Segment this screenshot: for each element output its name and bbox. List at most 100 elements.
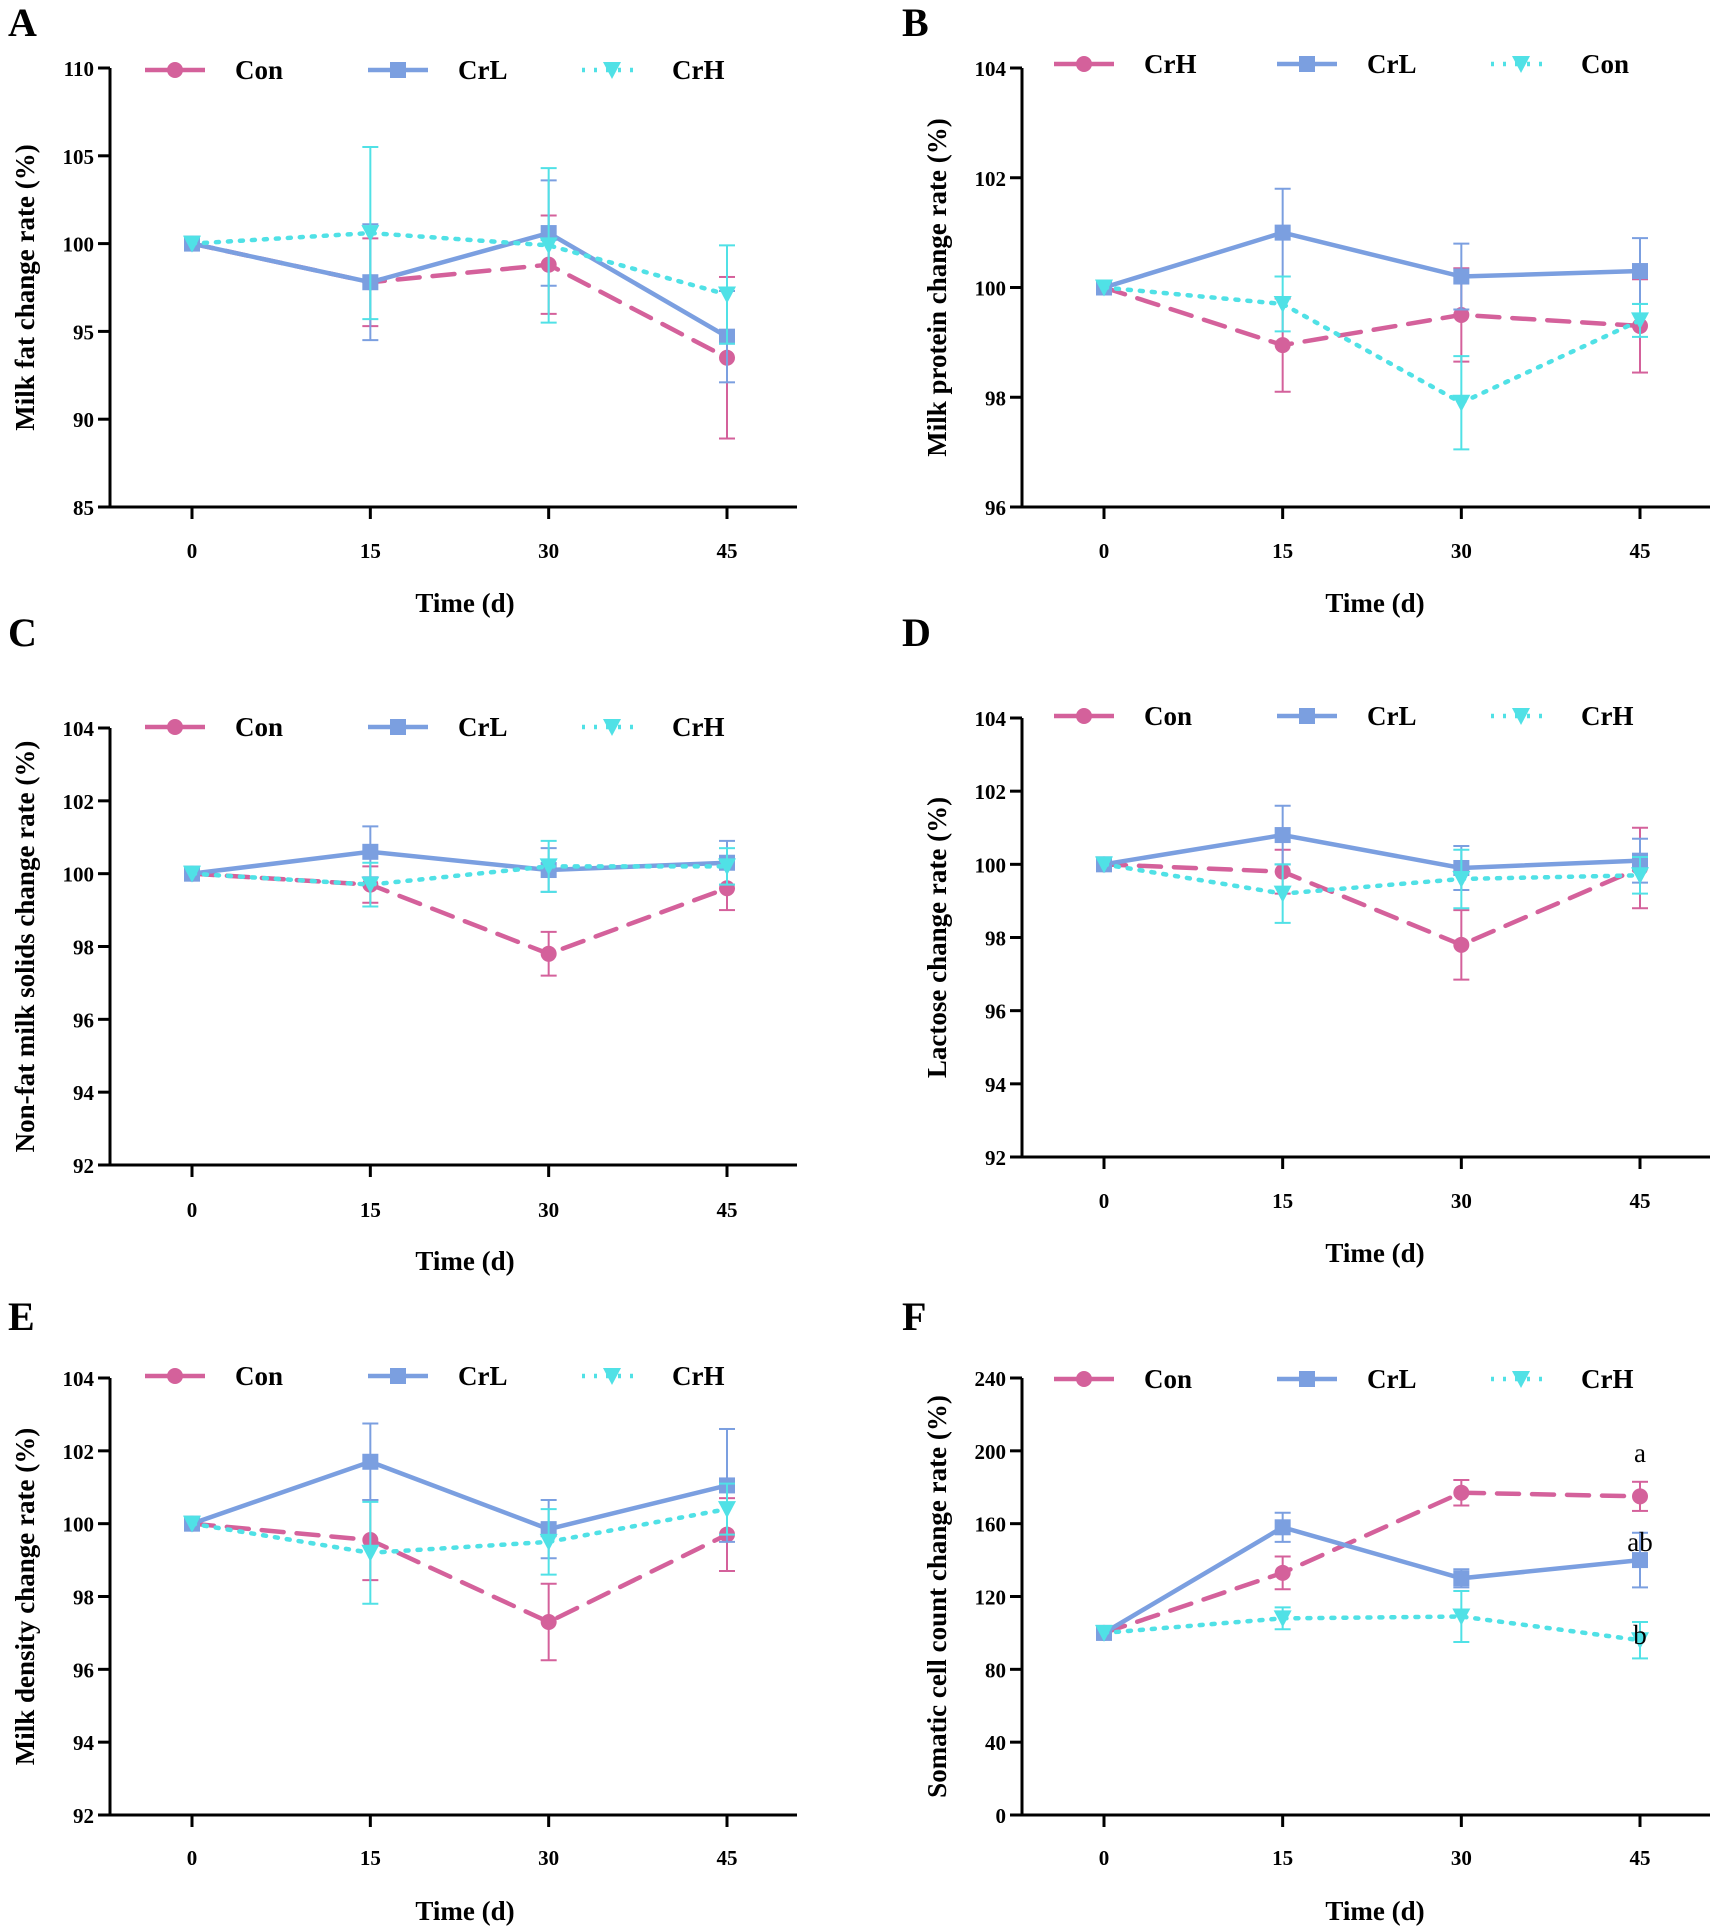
y-tick-label: 94 — [73, 1081, 95, 1105]
legend-marker — [603, 62, 621, 79]
x-tick-label: 30 — [538, 539, 559, 563]
series-line — [189, 871, 730, 957]
legend-item-con: Con — [145, 712, 283, 742]
chart-panel-f: F 0 40 80 120 160 200 240 0 15 30 45 Time (d) Somatic… — [902, 1294, 1710, 1926]
legend-label: CrL — [458, 55, 508, 85]
y-tick-label: 100 — [975, 853, 1007, 877]
legend-label: CrH — [672, 1361, 724, 1391]
data-point — [539, 237, 558, 255]
y-tick-label: 96 — [985, 1000, 1006, 1024]
y-tick-label: 92 — [73, 1804, 94, 1828]
x-tick-label: 0 — [1099, 539, 1110, 563]
series-line — [1101, 230, 1643, 290]
series-con — [184, 1497, 735, 1662]
series-line — [1101, 285, 1643, 406]
panel-letter: D — [902, 610, 931, 655]
legend-item-crl: CrL — [1277, 701, 1417, 731]
y-tick-label: 85 — [73, 496, 94, 520]
data-point — [1632, 1488, 1648, 1505]
series-line — [189, 1459, 730, 1532]
data-point — [1095, 279, 1113, 297]
data-point — [539, 858, 558, 876]
data-point — [1274, 337, 1291, 354]
legend-item-con: Con — [145, 55, 283, 85]
data-point — [540, 1613, 557, 1630]
chart-panel-b: B 96 98 100 102 104 0 15 30 45 Time (d) Milk protei… — [902, 0, 1710, 618]
x-tick-label: 0 — [1099, 1846, 1110, 1870]
y-tick-label: 105 — [63, 145, 95, 169]
legend-item-con: Con — [1054, 701, 1192, 731]
series-crh — [183, 146, 736, 345]
legend-marker — [1076, 56, 1092, 72]
x-tick-label: 15 — [1272, 539, 1293, 563]
data-point — [1452, 394, 1471, 412]
y-tick-label: 94 — [985, 1073, 1007, 1097]
data-point — [1095, 1624, 1113, 1642]
legend-item-crh: CrH — [1491, 1364, 1633, 1394]
series-crl — [184, 1422, 735, 1560]
series-line — [1101, 1614, 1643, 1643]
data-point — [361, 1544, 380, 1562]
x-axis-title: Time (d) — [415, 588, 514, 618]
legend-label: Con — [235, 712, 283, 742]
data-point — [1453, 1570, 1470, 1587]
significance-label: ab — [1627, 1527, 1652, 1557]
x-axis-title: Time (d) — [1325, 1896, 1424, 1926]
y-tick-label: 104 — [975, 57, 1007, 81]
y-axis-title: Non-fat milk solids change rate (%) — [10, 741, 40, 1153]
y-tick-label: 104 — [63, 1367, 95, 1391]
x-axis-title: Time (d) — [415, 1246, 514, 1276]
legend-marker — [1512, 56, 1530, 73]
series-line — [189, 849, 730, 876]
y-tick-label: 102 — [975, 167, 1007, 191]
x-tick-label: 30 — [1451, 1846, 1472, 1870]
data-point — [183, 865, 201, 883]
series-con — [184, 214, 735, 440]
x-axis-title: Time (d) — [1325, 1238, 1424, 1268]
panel-letter: E — [8, 1294, 35, 1339]
y-tick-label: 98 — [73, 1586, 94, 1610]
x-tick-label: 15 — [1272, 1189, 1293, 1213]
data-point — [362, 843, 379, 860]
legend-item-crl: CrL — [368, 1361, 508, 1391]
legend-label: CrH — [672, 55, 724, 85]
data-point — [1273, 1610, 1292, 1628]
legend-label: Con — [235, 1361, 283, 1391]
data-point — [718, 286, 736, 304]
y-tick-label: 92 — [73, 1154, 94, 1178]
y-tick-label: 94 — [73, 1731, 95, 1755]
y-tick-label: 100 — [63, 863, 95, 887]
series-crl — [1096, 187, 1648, 311]
y-tick-label: 104 — [63, 717, 95, 741]
data-point — [718, 1501, 736, 1519]
data-point — [1274, 224, 1291, 241]
legend-label: CrH — [1581, 701, 1633, 731]
x-tick-label: 30 — [1451, 1189, 1472, 1213]
data-point — [1632, 263, 1648, 280]
x-tick-label: 45 — [717, 539, 738, 563]
x-tick-label: 30 — [538, 1198, 559, 1222]
x-axis-title: Time (d) — [415, 1896, 514, 1926]
legend-item-crh: CrH — [582, 1361, 724, 1391]
legend-label: CrL — [1367, 701, 1417, 731]
y-tick-label: 98 — [985, 927, 1006, 951]
x-tick-label: 15 — [1272, 1846, 1293, 1870]
legend-marker — [1076, 1371, 1092, 1387]
data-point — [362, 1453, 379, 1470]
series-line — [189, 1521, 730, 1625]
data-point — [1452, 870, 1471, 888]
series-crh — [183, 1482, 736, 1605]
legend-marker — [603, 1368, 621, 1385]
chart-panel-c: C 92 94 96 98 100 102 104 0 15 30 45 Time (d) Non-fat… — [8, 610, 797, 1276]
data-point — [1453, 1484, 1470, 1501]
series-con — [184, 865, 735, 977]
y-tick-label: 96 — [73, 1658, 94, 1682]
y-tick-label: 104 — [975, 707, 1007, 731]
series-crh — [183, 839, 736, 908]
series-line — [1101, 862, 1643, 948]
data-point — [1274, 1519, 1291, 1536]
data-point — [183, 1515, 201, 1533]
chart-panel-a: A 85 90 95 100 105 110 0 15 30 45 Time (d) Milk fat … — [8, 0, 797, 618]
legend-marker — [1299, 56, 1315, 72]
legend-label: CrL — [458, 1361, 508, 1391]
